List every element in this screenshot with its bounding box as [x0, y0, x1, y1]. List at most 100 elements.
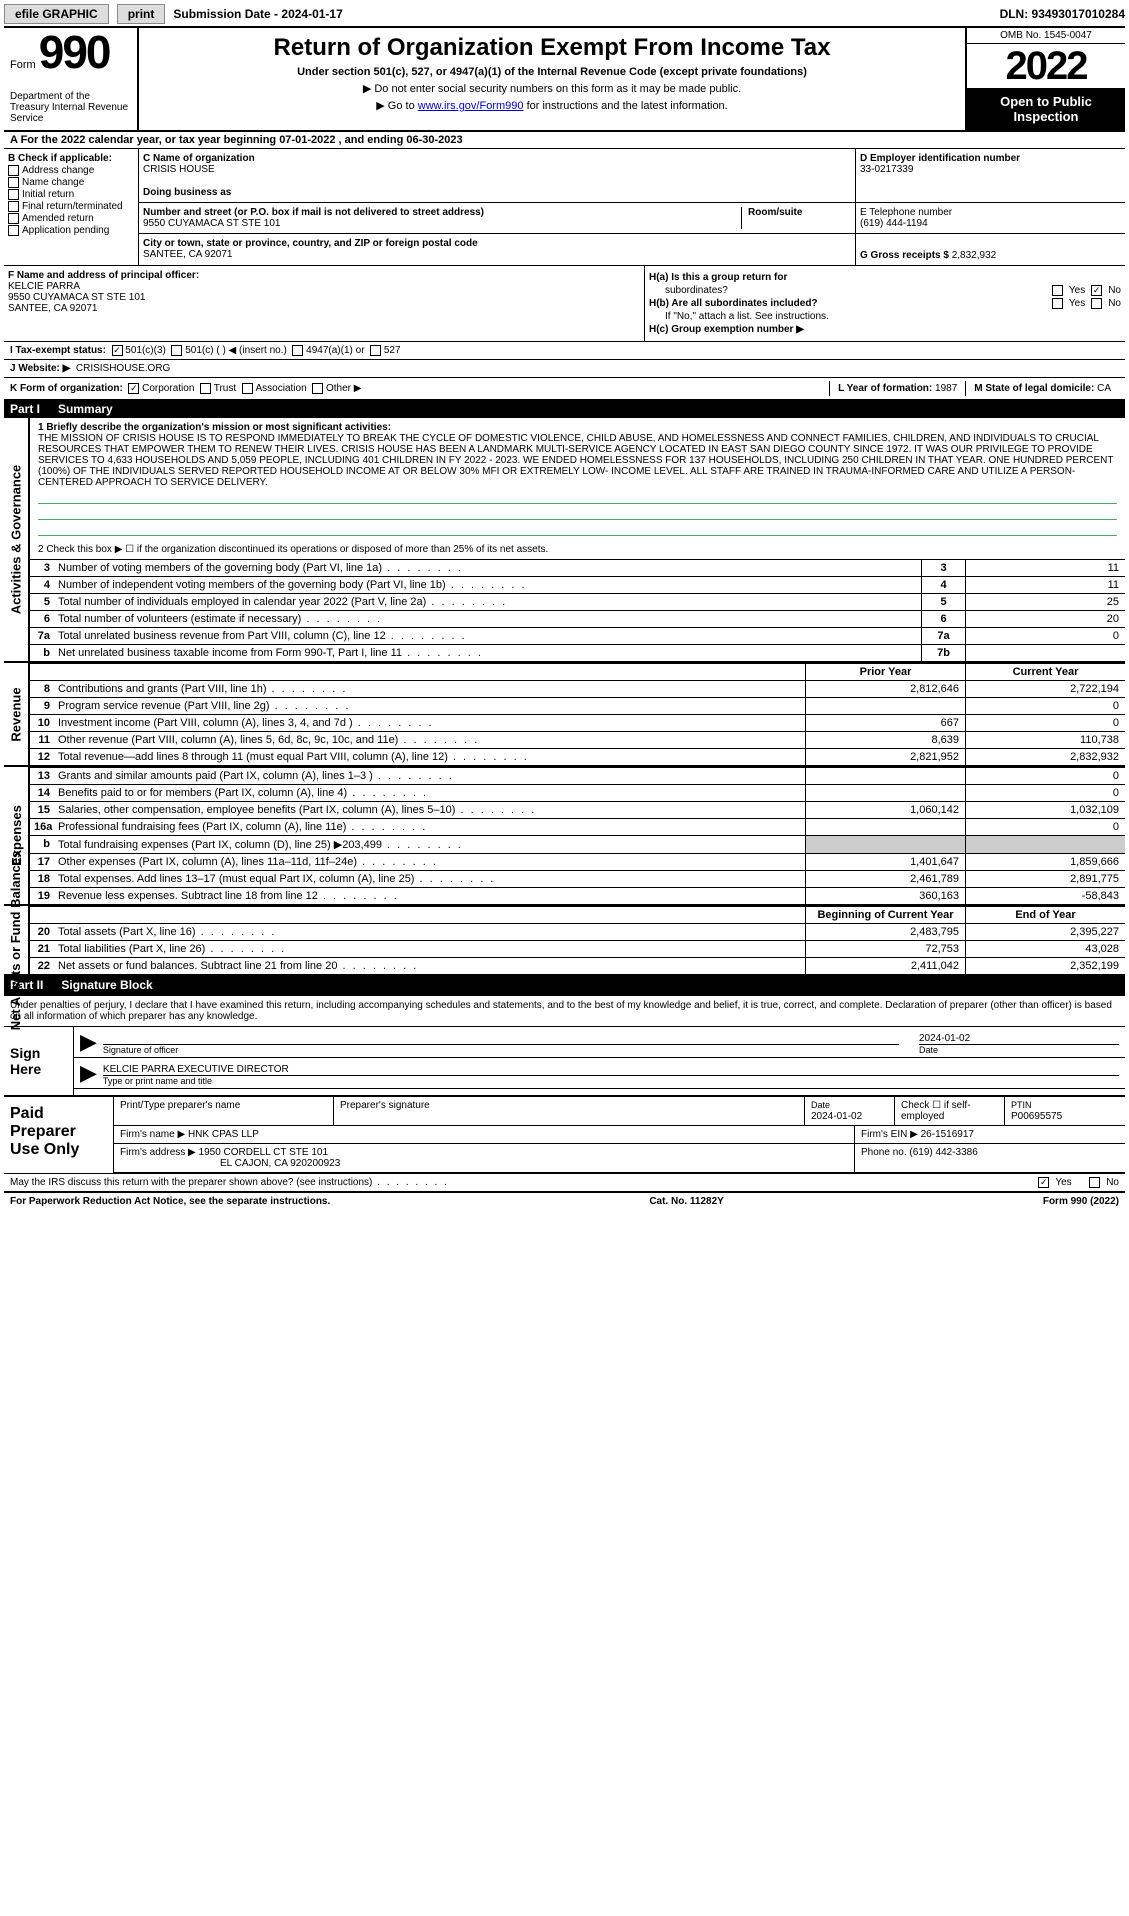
chk-assoc[interactable] — [242, 383, 253, 394]
tax-year: 2022 — [967, 44, 1125, 88]
gov-line-7a: 7aTotal unrelated business revenue from … — [30, 627, 1125, 644]
box-h: H(a) Is this a group return for subordin… — [645, 266, 1125, 341]
firm-ein: Firm's EIN ▶ 26-1516917 — [855, 1126, 1125, 1143]
chk-amended[interactable] — [8, 213, 19, 224]
form-foot: Form 990 (2022) — [1043, 1196, 1119, 1207]
box-b: B Check if applicable: Address change Na… — [4, 149, 139, 265]
revenue-section: Revenue Prior Year Current Year 8Contrib… — [4, 663, 1125, 767]
period-row: A For the 2022 calendar year, or tax yea… — [4, 132, 1125, 149]
dept-treasury: Department of the Treasury Internal Reve… — [10, 91, 131, 124]
chk-app-pending[interactable] — [8, 225, 19, 236]
chk-527[interactable] — [370, 345, 381, 356]
line-14: 14Benefits paid to or for members (Part … — [30, 784, 1125, 801]
discuss-yes[interactable] — [1038, 1177, 1049, 1188]
subtitle-2: ▶ Do not enter social security numbers o… — [145, 82, 959, 95]
sig-arrow-icon: ▶ — [80, 1029, 97, 1055]
gov-line-b: bNet unrelated business taxable income f… — [30, 644, 1125, 661]
chk-corp[interactable] — [128, 383, 139, 394]
box-c-address: Number and street (or P.O. box if mail i… — [139, 203, 855, 233]
chk-501c3[interactable] — [112, 345, 123, 356]
chk-final-return[interactable] — [8, 201, 19, 212]
part-1-header: Part I Summary — [4, 400, 1125, 418]
line-15: 15Salaries, other compensation, employee… — [30, 801, 1125, 818]
firm-address: Firm's address ▶ 1950 CORDELL CT STE 101… — [114, 1144, 855, 1172]
discuss-no[interactable] — [1089, 1177, 1100, 1188]
chk-501c[interactable] — [171, 345, 182, 356]
subtitle-3: ▶ Go to www.irs.gov/Form990 for instruct… — [145, 99, 959, 112]
line-22: 22Net assets or fund balances. Subtract … — [30, 957, 1125, 974]
cat-no: Cat. No. 11282Y — [649, 1196, 723, 1207]
efile-button[interactable]: efile GRAPHIC — [4, 4, 109, 24]
ptin-cell: PTINP00695575 — [1005, 1097, 1125, 1125]
ha-no[interactable] — [1091, 285, 1102, 296]
info-block-top: B Check if applicable: Address change Na… — [4, 149, 1125, 266]
line-20: 20Total assets (Part X, line 16)2,483,79… — [30, 923, 1125, 940]
line-19: 19Revenue less expenses. Subtract line 1… — [30, 887, 1125, 904]
hb-no[interactable] — [1091, 298, 1102, 309]
revenue-header-row: Prior Year Current Year — [30, 663, 1125, 680]
tax-status-row: I Tax-exempt status: 501(c)(3) 501(c) ( … — [4, 342, 1125, 360]
main-title: Return of Organization Exempt From Incom… — [145, 34, 959, 62]
preparer-sig-hdr: Preparer's signature — [334, 1097, 805, 1125]
paid-preparer-label: Paid Preparer Use Only — [4, 1097, 114, 1173]
vtab-activities: Activities & Governance — [4, 418, 30, 661]
sign-here-label: Sign Here — [4, 1027, 74, 1095]
chk-other[interactable] — [312, 383, 323, 394]
website-row: J Website: ▶ CRISISHOUSE.ORG — [4, 360, 1125, 378]
hb-yes[interactable] — [1052, 298, 1063, 309]
line-13: 13Grants and similar amounts paid (Part … — [30, 767, 1125, 784]
line-9: 9Program service revenue (Part VIII, lin… — [30, 697, 1125, 714]
ha-yes[interactable] — [1052, 285, 1063, 296]
expenses-section: Expenses 13Grants and similar amounts pa… — [4, 767, 1125, 906]
chk-initial-return[interactable] — [8, 189, 19, 200]
box-f-officer: F Name and address of principal officer:… — [4, 266, 645, 341]
open-to-public: Open to Public Inspection — [967, 88, 1125, 130]
vtab-netassets: Net Assets or Fund Balances — [4, 906, 30, 974]
box-c-city: City or town, state or province, country… — [139, 234, 855, 265]
sig-arrow-icon-2: ▶ — [80, 1060, 97, 1086]
firm-name: Firm's name ▶ HNK CPAS LLP — [114, 1126, 855, 1143]
gov-line-3: 3Number of voting members of the governi… — [30, 559, 1125, 576]
signature-block: Under penalties of perjury, I declare th… — [4, 994, 1125, 1095]
part-2-header: Part II Signature Block — [4, 976, 1125, 994]
chk-4947[interactable] — [292, 345, 303, 356]
m-domicile: M State of legal domicile: CA — [965, 381, 1119, 396]
box-c-name: C Name of organization CRISIS HOUSE Doin… — [139, 149, 855, 202]
form-page: efile GRAPHIC print Submission Date - 20… — [0, 0, 1129, 1214]
chk-name-change[interactable] — [8, 177, 19, 188]
line-8: 8Contributions and grants (Part VIII, li… — [30, 680, 1125, 697]
netassets-header-row: Beginning of Current Year End of Year — [30, 906, 1125, 923]
chk-address-change[interactable] — [8, 165, 19, 176]
l-year-formation: L Year of formation: 1987 — [829, 381, 965, 396]
submission-date-label: Submission Date - 2024-01-17 — [173, 7, 342, 21]
gov-line-5: 5Total number of individuals employed in… — [30, 593, 1125, 610]
irs-link[interactable]: www.irs.gov/Form990 — [418, 100, 524, 112]
activities-governance-section: Activities & Governance 1 Briefly descri… — [4, 418, 1125, 663]
footer-row: For Paperwork Reduction Act Notice, see … — [4, 1191, 1125, 1210]
line-21: 21Total liabilities (Part X, line 26)72,… — [30, 940, 1125, 957]
line-11: 11Other revenue (Part VIII, column (A), … — [30, 731, 1125, 748]
chk-trust[interactable] — [200, 383, 211, 394]
line-10: 10Investment income (Part VIII, column (… — [30, 714, 1125, 731]
top-toolbar: efile GRAPHIC print Submission Date - 20… — [4, 4, 1125, 28]
gov-line-4: 4Number of independent voting members of… — [30, 576, 1125, 593]
preparer-date: Date2024-01-02 — [805, 1097, 895, 1125]
form-number: 990 — [39, 26, 110, 78]
box-g-gross: G Gross receipts $ 2,832,932 — [855, 234, 1125, 265]
box-d-ein: D Employer identification number 33-0217… — [855, 149, 1125, 202]
vtab-revenue: Revenue — [4, 663, 30, 765]
subtitle-1: Under section 501(c), 527, or 4947(a)(1)… — [145, 66, 959, 78]
netassets-section: Net Assets or Fund Balances Beginning of… — [4, 906, 1125, 976]
line-12: 12Total revenue—add lines 8 through 11 (… — [30, 748, 1125, 765]
form-word: Form — [10, 59, 36, 71]
mission-block: 1 Briefly describe the organization's mi… — [30, 418, 1125, 540]
print-button[interactable]: print — [117, 4, 166, 24]
line-b: bTotal fundraising expenses (Part IX, co… — [30, 835, 1125, 853]
type-name-label: Type or print name and title — [103, 1075, 1119, 1086]
preparer-name-hdr: Print/Type preparer's name — [114, 1097, 334, 1125]
info-block-mid: F Name and address of principal officer:… — [4, 266, 1125, 342]
line-17: 17Other expenses (Part IX, column (A), l… — [30, 853, 1125, 870]
sig-date-label: Date — [919, 1044, 1119, 1055]
box-e-phone: E Telephone number (619) 444-1194 — [855, 203, 1125, 233]
self-employed-chk[interactable]: Check ☐ if self-employed — [895, 1097, 1005, 1125]
